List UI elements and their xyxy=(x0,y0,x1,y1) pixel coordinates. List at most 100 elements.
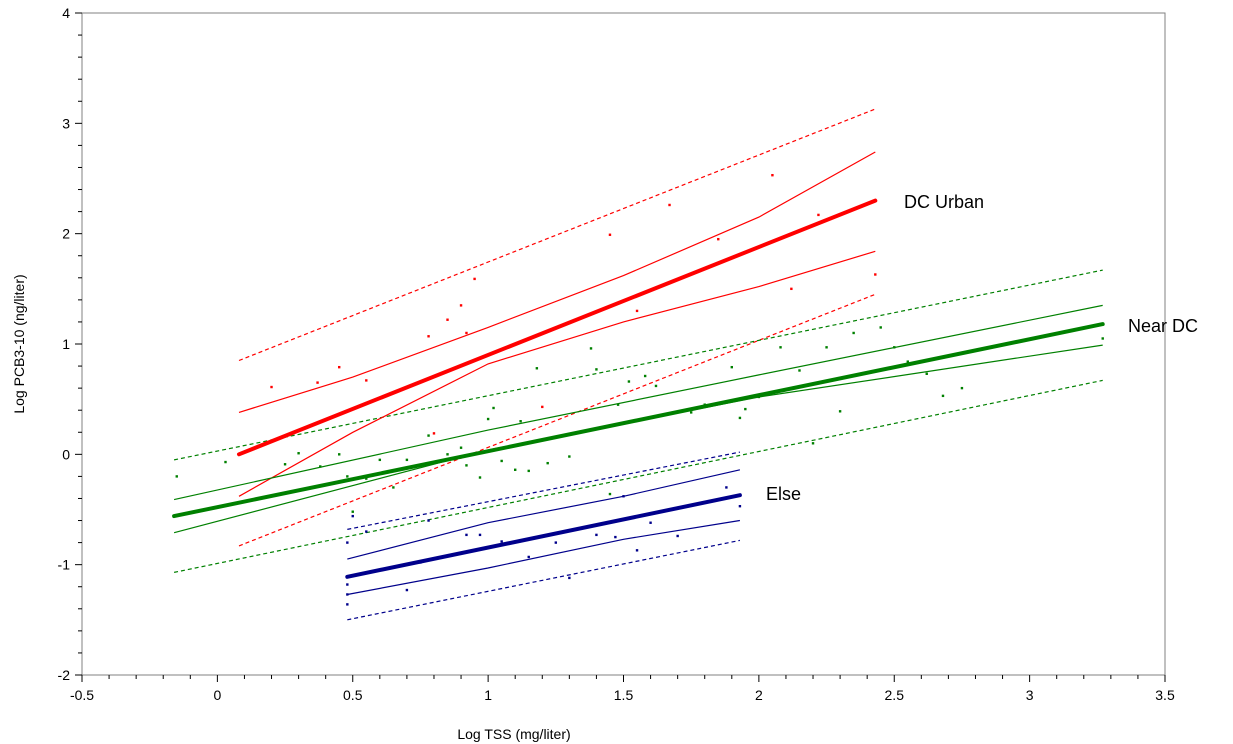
near-dc-point xyxy=(925,372,928,375)
near-dc-point xyxy=(535,367,539,370)
near-dc-point xyxy=(459,446,463,449)
x-tick-label: 0.5 xyxy=(343,687,363,703)
near-dc-point xyxy=(492,406,495,410)
plot-area xyxy=(81,12,1166,676)
else-pi-lower-line xyxy=(347,539,741,621)
near-dc-point xyxy=(798,369,801,372)
near-dc-point xyxy=(595,368,598,371)
dc-urban-point xyxy=(459,304,463,307)
near-dc-point xyxy=(879,326,882,329)
dc-urban-point xyxy=(541,405,544,409)
else-point xyxy=(351,514,354,518)
near-dc-point xyxy=(405,458,409,462)
dc-urban-point xyxy=(465,331,468,335)
near-dc-point xyxy=(689,411,693,414)
near-dc-point xyxy=(811,442,815,445)
dc-urban-pi-lower-line xyxy=(238,293,876,547)
near-dc-point xyxy=(852,331,855,335)
dc-urban-point xyxy=(427,335,430,338)
else-point xyxy=(738,504,742,508)
dc-urban-point xyxy=(817,213,820,217)
series-label-else: Else xyxy=(766,484,801,504)
near-dc-point xyxy=(478,476,482,479)
else-ci-upper-line xyxy=(347,469,741,560)
near-dc-point xyxy=(351,510,354,513)
dc-urban-point xyxy=(365,379,368,382)
fit-lines xyxy=(172,198,1105,579)
near-dc-point xyxy=(941,394,945,398)
y-axis-title: Log PCB3-10 (ng/liter) xyxy=(11,274,27,413)
dc-urban-point xyxy=(771,173,774,177)
else-point xyxy=(622,495,625,498)
else-point xyxy=(527,555,530,559)
near-dc-point xyxy=(365,477,368,480)
near-dc-point xyxy=(744,407,747,411)
dc-urban-fit-line xyxy=(237,198,878,457)
near-dc-point xyxy=(627,380,631,383)
x-tick-label: -0.5 xyxy=(70,687,94,703)
else-point xyxy=(478,533,482,537)
else-point xyxy=(365,530,368,533)
else-point xyxy=(346,593,349,596)
dc-urban-point xyxy=(473,277,476,281)
y-tick-label: 1 xyxy=(62,336,70,352)
else-ci-lower-line xyxy=(347,519,740,596)
near-dc-point xyxy=(500,459,503,463)
near-dc-point xyxy=(654,384,658,388)
dc-urban-pi-upper-line xyxy=(238,108,876,362)
else-point xyxy=(676,534,679,538)
near-dc-point xyxy=(519,420,522,423)
near-dc-point xyxy=(906,360,909,363)
y-tick-label: -2 xyxy=(58,667,71,683)
dc-urban-point xyxy=(790,287,793,291)
x-tick-label: 1 xyxy=(484,687,492,703)
near-dc-point xyxy=(1101,337,1104,340)
near-dc-point xyxy=(838,410,842,413)
dc-urban-point xyxy=(717,237,720,241)
near-dc-fit-line xyxy=(172,322,1105,519)
near-dc-point xyxy=(589,347,593,350)
axis-ticks xyxy=(75,12,1166,682)
else-point xyxy=(346,541,349,544)
near-dc-point xyxy=(175,475,178,478)
near-dc-point xyxy=(465,464,468,467)
x-axis-title: Log TSS (mg/liter) xyxy=(457,726,570,742)
near-dc-point xyxy=(224,460,227,464)
near-dc-point xyxy=(893,346,896,349)
near-dc-point xyxy=(546,461,549,465)
x-tick-label: 2.5 xyxy=(885,687,905,703)
else-point xyxy=(635,549,639,552)
tick-labels: -0.5 0 0.5 1 1.5 2 2.5 3 3.5 -2 -1 0 1 2 3 4 xyxy=(58,5,1175,703)
else-point xyxy=(346,603,349,606)
else-point xyxy=(595,533,598,537)
near-dc-point xyxy=(319,465,322,468)
else-point xyxy=(568,576,571,580)
else-point xyxy=(346,583,349,586)
else-point xyxy=(405,588,409,592)
x-tick-label: 0 xyxy=(213,687,221,703)
else-fit-line xyxy=(345,493,742,579)
dc-urban-point xyxy=(874,273,877,276)
near-dc-point xyxy=(514,468,517,471)
near-dc-point xyxy=(643,374,647,378)
prediction-interval-lines xyxy=(173,108,1103,621)
near-dc-point xyxy=(738,416,742,420)
dc-urban-point xyxy=(668,203,671,207)
else-point xyxy=(554,541,558,544)
near-dc-point xyxy=(283,463,287,466)
near-dc-point xyxy=(392,486,395,489)
near-dc-point xyxy=(346,475,349,478)
near-dc-point xyxy=(527,469,530,473)
y-tick-label: 2 xyxy=(62,226,70,242)
else-point xyxy=(725,486,728,489)
else-point xyxy=(649,521,652,524)
near-dc-point xyxy=(960,386,964,390)
dc-urban-ci-upper-line xyxy=(238,151,876,413)
dc-urban-point xyxy=(316,381,319,384)
dc-urban-point xyxy=(270,385,273,389)
near-dc-point xyxy=(730,365,733,369)
else-point xyxy=(500,540,503,543)
near-dc-point xyxy=(446,453,449,456)
else-pi-upper-line xyxy=(347,451,741,530)
